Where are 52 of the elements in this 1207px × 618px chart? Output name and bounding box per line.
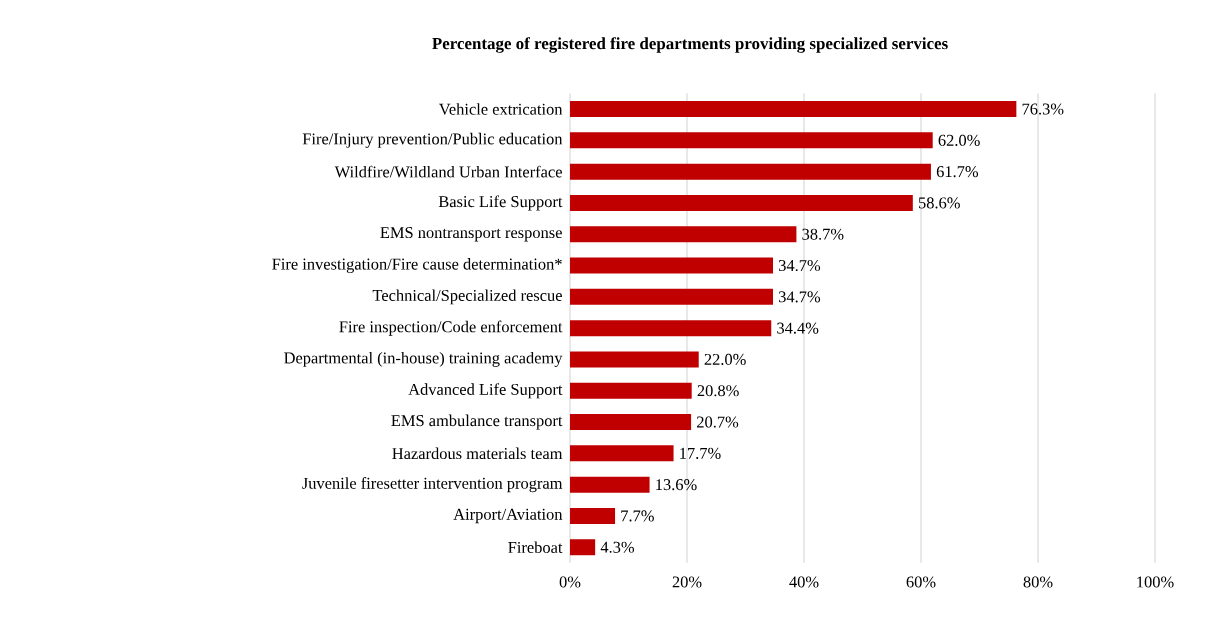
chart-title: Percentage of registered fire departments providing specialized services xyxy=(432,37,948,53)
data-label: 76.3% xyxy=(1022,103,1064,115)
data-label: 34.7% xyxy=(778,259,821,272)
bar xyxy=(570,288,773,305)
data-label: 38.7% xyxy=(802,228,844,240)
y-tick-label: Juvenile firesetter intervention program xyxy=(302,477,563,493)
y-tick-label: Advanced Life Support xyxy=(408,383,563,399)
y-tick-label: EMS nontransport response xyxy=(380,227,562,242)
data-label: 17.7% xyxy=(680,447,721,459)
x-tick-label: 100% xyxy=(1137,576,1174,588)
x-tick-label: 40% xyxy=(789,576,819,588)
bar xyxy=(570,414,692,431)
bar xyxy=(570,382,692,399)
y-tick-label: Fireboat xyxy=(508,541,563,554)
bar xyxy=(570,194,913,211)
bar xyxy=(570,507,616,524)
data-label: 22.0% xyxy=(704,353,746,366)
bar xyxy=(570,476,650,493)
data-label: 34.4% xyxy=(777,322,819,334)
data-label: 20.7% xyxy=(697,416,739,428)
x-tick-label: 0% xyxy=(559,576,581,588)
bar xyxy=(570,132,933,149)
data-label: 61.7% xyxy=(936,166,979,178)
data-label: 34.7% xyxy=(778,291,821,303)
data-label: 7.7% xyxy=(621,510,654,522)
data-label: 62.0% xyxy=(938,134,980,146)
bar xyxy=(570,320,772,337)
y-tick-label: Fire investigation/Fire cause determination* xyxy=(272,258,562,274)
data-label: 58.6% xyxy=(918,197,960,209)
data-label: 4.3% xyxy=(600,541,635,553)
bar xyxy=(570,257,773,274)
x-tick-label: 80% xyxy=(1023,576,1053,588)
y-tick-label: Fire inspection/Code enforcement xyxy=(339,320,563,336)
bar xyxy=(570,445,674,462)
y-tick-label: Wildfire/Wildland Urban Interface xyxy=(334,165,562,178)
bar xyxy=(570,101,1017,118)
y-tick-label: EMS ambulance transport xyxy=(391,414,563,430)
x-tick-label: 20% xyxy=(672,576,702,588)
bar xyxy=(570,163,931,180)
y-tick-label: Airport/Aviation xyxy=(453,508,563,524)
y-tick-label: Hazardous materials team xyxy=(392,447,563,460)
data-label: 20.8% xyxy=(697,385,739,397)
y-tick-label: Fire/Injury prevention/Public education xyxy=(302,132,563,148)
y-tick-label: Basic Life Support xyxy=(438,195,563,211)
bar xyxy=(570,351,699,368)
y-tick-label: Departmental (in-house) training academy xyxy=(284,351,563,367)
data-label: 13.6% xyxy=(656,479,697,491)
bar xyxy=(570,539,596,556)
x-tick-label: 60% xyxy=(906,576,936,588)
bar xyxy=(570,226,797,243)
y-tick-label: Vehicle extrication xyxy=(438,103,563,115)
y-tick-label: Technical/Specialized rescue xyxy=(372,289,562,305)
